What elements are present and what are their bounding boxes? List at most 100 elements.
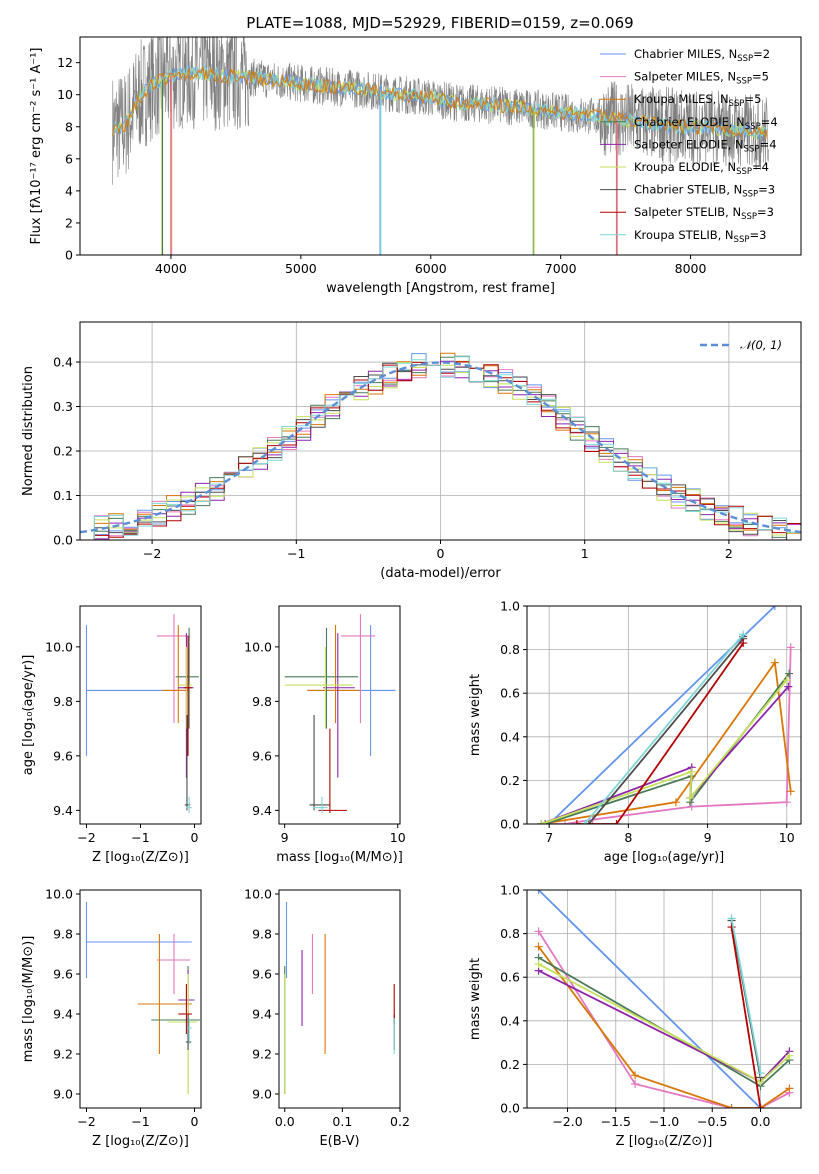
data-marker [687,767,696,776]
histogram-series [80,356,801,540]
legend-entry: Kroupa ELODIE, NSSP=4 [634,160,769,177]
x-tick-label: 0.1 [332,1114,352,1129]
y-tick-label: 1.0 [500,883,520,898]
data-marker [687,802,696,811]
data-marker [631,1071,640,1080]
y-axis-label: Normed distribution [21,366,36,496]
data-marker [534,890,543,894]
weight-line [730,926,762,1108]
weight-line [541,647,792,824]
y-tick-label: 8 [65,119,73,134]
legend-entry: Salpeter ELODIE, NSSP=4 [634,137,777,154]
y-tick-label: 9.0 [252,1087,272,1102]
data-marker [580,820,589,824]
y-axis-label: mass [log₁₀(M/M⊙)] [21,936,36,1063]
y-tick-label: 9.4 [252,803,272,818]
x-tick-label: 8 [624,830,632,845]
plot-area [80,352,801,540]
x-tick-label: −2 [143,546,161,561]
axes-frame [278,889,401,1109]
weight-line [541,660,792,824]
y-tick-label: 0.4 [500,729,520,744]
x-axis-label: E(B-V) [319,1134,359,1149]
axes-frame [278,605,401,825]
data-marker [727,923,736,932]
data-marker [537,820,546,824]
x-axis-label: mass [log₁₀(M/M⊙)] [276,850,403,865]
x-axis-label: Z [log₁₀(Z/Z⊙)] [616,1134,713,1149]
histogram-series [80,360,801,540]
plot-area [534,890,794,1108]
y-tick-label: 9.0 [53,1087,73,1102]
y-axis-label: mass weight [468,958,483,1040]
y-tick-label: 9.8 [53,927,73,942]
y-tick-label: 9.8 [252,694,272,709]
x-tick-label: −1 [287,546,305,561]
data-marker [534,960,543,969]
y-axis-label: mass weight [468,674,483,756]
weight-line [576,642,744,824]
data-marker [770,658,779,667]
x-tick-label: 5000 [285,261,317,276]
observed-spectrum [112,37,769,185]
y-tick-label: 0.0 [500,1101,520,1116]
x-tick-label: 7 [545,830,553,845]
model-spectrum [111,66,768,139]
data-marker [785,669,794,678]
y-tick-label: 0 [65,248,73,263]
weight-line [730,918,762,1074]
y-tick-label: 0.1 [53,488,73,503]
legend-entry: Salpeter STELIB, NSSP=3 [634,205,774,222]
legend-entry: Kroupa STELIB, NSSP=3 [634,228,766,245]
legend-entry: Salpeter MILES, NSSP=5 [634,70,769,87]
y-tick-label: 0.0 [53,533,73,548]
data-marker [739,630,748,639]
y-axis-label: Flux [fλ10⁻¹⁷ erg cm⁻² s⁻¹ A⁻¹] [29,48,44,245]
data-marker [784,682,793,691]
x-axis-label: age [log₁₀(age/yr)] [604,850,725,865]
normal-curve [80,361,801,534]
y-tick-label: 0.6 [500,686,520,701]
y-tick-label: 2 [65,215,73,230]
y-tick-label: 0.6 [500,970,520,985]
y-tick-label: 9.8 [53,694,73,709]
chart-spectrum: 4000 5000 6000 7000 8000 0 2 4 6 8 10 12 wavelength … [29,36,802,296]
data-marker [686,793,695,802]
axes-frame [79,889,202,1109]
data-marker [727,914,736,923]
data-marker [782,676,791,685]
x-axis-label: Z [log₁₀(Z/Z⊙)] [92,1134,189,1149]
y-axis-label: age [log₁₀(age/yr)] [21,655,36,776]
data-marker [631,1080,640,1089]
y-tick-label: 9.4 [53,803,73,818]
x-tick-label: 1 [581,546,589,561]
weight-line [537,946,790,1108]
x-tick-label: 0 [437,546,445,561]
data-marker [786,643,795,652]
axes-frame [526,605,802,825]
y-tick-label: 10.0 [244,887,272,902]
x-tick-label: 0.0 [275,1114,295,1129]
y-tick-label: 0.4 [53,355,73,370]
weight-line [541,679,788,824]
y-tick-label: 0.2 [500,1057,520,1072]
data-marker [739,639,748,648]
y-tick-label: 9.6 [252,748,272,763]
y-tick-label: 9.8 [252,927,272,942]
y-tick-label: 9.6 [53,967,73,982]
x-tick-label: −2 [77,1114,95,1129]
chart-residuals: −2 −1 0 1 2 0.0 0.1 0.2 0.3 0.4 (data-model)/error… [21,321,802,581]
plot-area [284,902,395,1094]
x-tick-label: 0.0 [751,1114,771,1129]
data-marker [756,1104,765,1108]
y-tick-label: 9.6 [53,748,73,763]
chart-mass-vs-Z: −2 −1 0 9.0 9.2 9.4 9.6 9.8 10.0 Z [log₁₀(Z/Z⊙)] m… [21,887,202,1149]
chart-weight-vs-age: 7 8 9 10 0.0 0.2 0.4 0.6 0.8 1.0 age [log₁₀(age/yr… [468,599,802,865]
x-tick-label: 0 [191,1114,199,1129]
legend-entry: 𝒩(0, 1) [740,338,782,352]
y-tick-label: 10.0 [45,639,73,654]
y-tick-label: 9.6 [252,967,272,982]
y-tick-label: 9.2 [252,1047,272,1062]
data-marker [612,820,621,824]
